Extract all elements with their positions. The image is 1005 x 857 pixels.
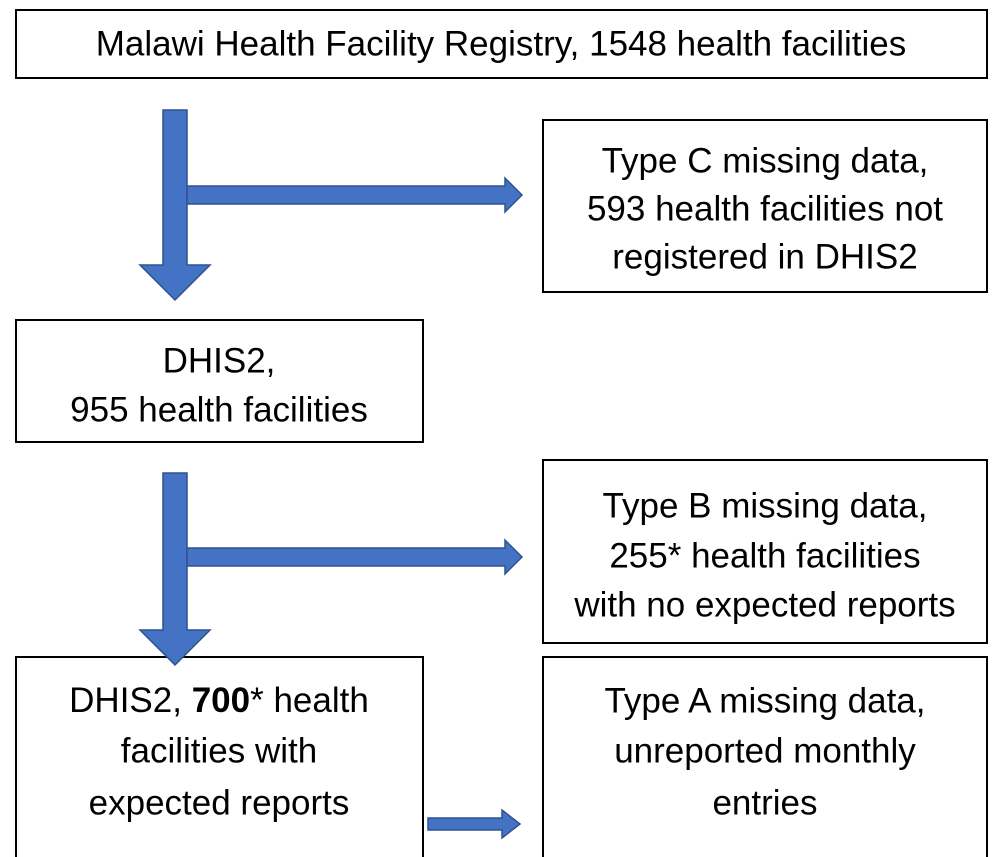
arrow-right xyxy=(427,808,522,840)
box-type-a xyxy=(542,656,988,857)
text-part: * health xyxy=(250,681,369,720)
node-text: 955 health facilities xyxy=(70,390,368,429)
arrow-down xyxy=(138,472,212,667)
boxes xyxy=(15,9,988,857)
node-text: with no expected reports xyxy=(573,585,955,624)
node-text: 593 health facilities not xyxy=(587,189,943,228)
text-part-bold: 700 xyxy=(192,681,250,720)
box-type-b xyxy=(542,459,988,644)
node-text: Type B missing data, xyxy=(603,486,928,525)
node-text: facilities with xyxy=(121,731,317,770)
node-text: expected reports xyxy=(89,783,350,822)
node-text: DHIS2, 700* health xyxy=(69,681,369,720)
box-dhis2-expected xyxy=(15,656,424,857)
labels: Malawi Health Facility Registry, 1548 he… xyxy=(69,24,956,822)
box-dhis2 xyxy=(15,319,424,443)
arrows xyxy=(138,109,524,840)
node-text: registered in DHIS2 xyxy=(612,237,917,276)
box-type-c xyxy=(542,119,988,293)
node-text: 255* health facilities xyxy=(609,536,920,575)
text-part: DHIS2, xyxy=(69,681,192,720)
node-text: DHIS2, xyxy=(163,341,276,380)
box-registry xyxy=(15,9,988,79)
node-text: Type C missing data, xyxy=(602,141,929,180)
node-text: entries xyxy=(712,783,817,822)
arrow-right xyxy=(186,538,524,576)
node-text: Malawi Health Facility Registry, 1548 he… xyxy=(96,24,907,63)
arrow-down xyxy=(138,109,212,302)
arrow-right xyxy=(186,176,524,214)
node-text: unreported monthly xyxy=(614,731,916,770)
node-text: Type A missing data, xyxy=(604,681,925,720)
